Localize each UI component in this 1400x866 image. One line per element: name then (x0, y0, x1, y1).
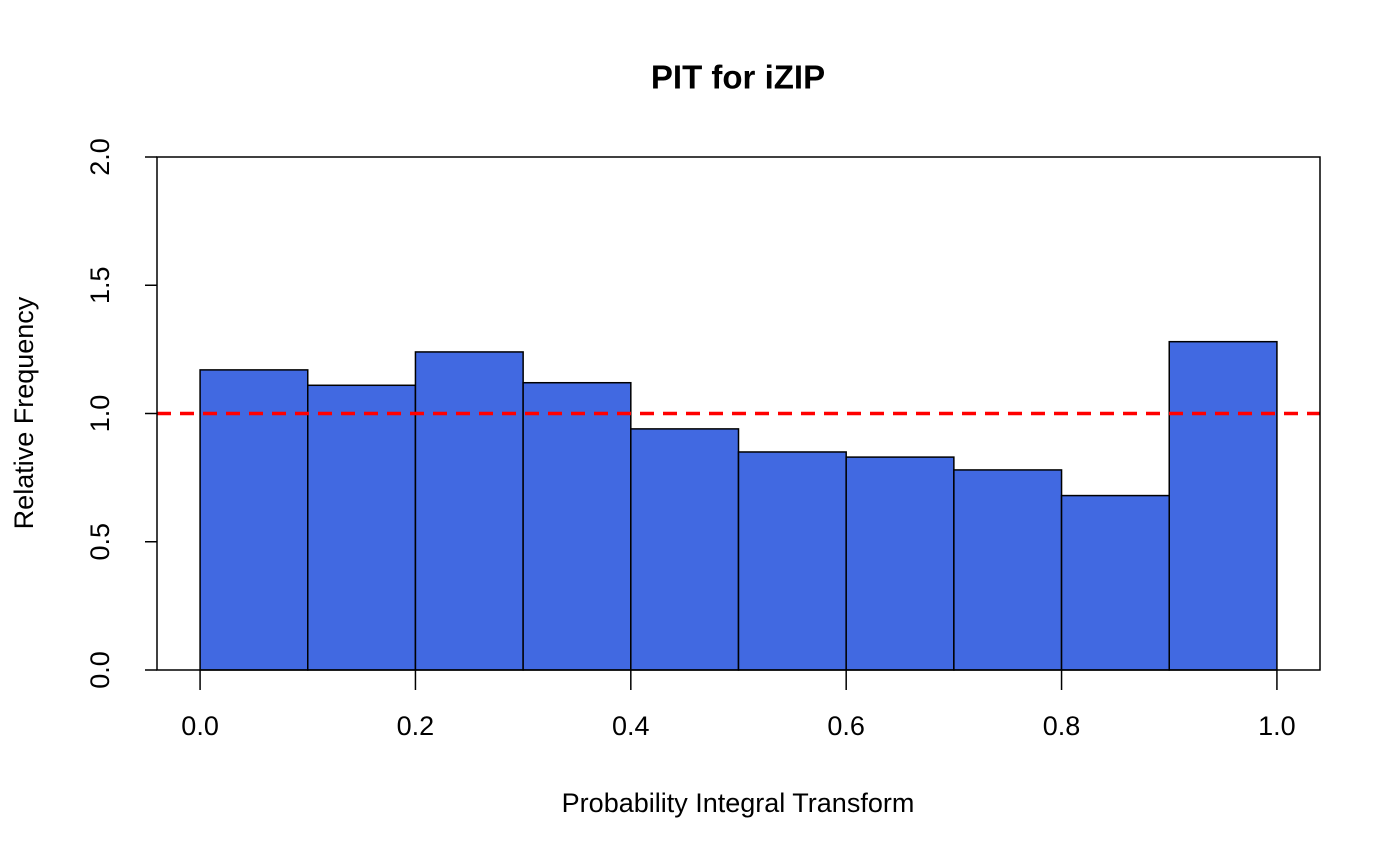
y-tick-label: 2.0 (85, 138, 115, 176)
x-tick-label: 0.2 (397, 711, 435, 741)
bar (307, 384, 417, 671)
y-tick-label: 0.0 (85, 651, 115, 689)
bar (845, 456, 955, 671)
bar (953, 469, 1063, 671)
x-tick-label: 0.4 (612, 711, 650, 741)
x-axis-label: Probability Integral Transform (562, 788, 915, 818)
y-tick-label: 0.5 (85, 523, 115, 561)
x-tick-label: 1.0 (1258, 711, 1296, 741)
bar (1168, 340, 1278, 671)
bar (630, 428, 740, 671)
bar (522, 381, 632, 671)
bar (199, 369, 309, 671)
x-tick-label: 0.0 (181, 711, 219, 741)
chart-title: PIT for iZIP (651, 59, 825, 96)
y-tick-label: 1.0 (85, 395, 115, 433)
y-axis-label: Relative Frequency (9, 296, 39, 529)
bar (737, 451, 847, 671)
x-tick-label: 0.6 (827, 711, 865, 741)
bar (414, 351, 524, 671)
bar (1060, 494, 1170, 671)
x-tick-label: 0.8 (1043, 711, 1081, 741)
y-tick-label: 1.5 (85, 266, 115, 304)
